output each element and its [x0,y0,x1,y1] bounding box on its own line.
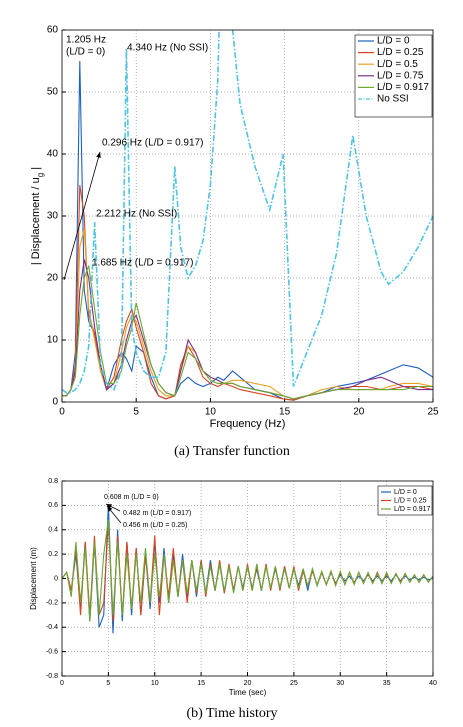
y-axis-label-part: g [36,173,45,177]
x-tick-label: 10 [151,680,159,687]
legend-label: L/D = 0.25 [377,47,424,58]
annotation-arrow [63,151,101,281]
y-tick-label: 0.2 [48,551,58,558]
y-tick-label: -0.2 [46,600,58,607]
legend-label: L/D = 0 [394,489,417,496]
x-axis-label: Time (sec) [229,688,267,697]
y-tick-label: 0.6 [48,502,58,509]
x-tick-label: 20 [353,407,365,418]
axes-frame [61,480,434,677]
annotation: 1.685 Hz (L/D = 0.917) [92,258,193,269]
axes-frame [61,29,434,403]
annotation: 0.456 m (L/D = 0.25) [123,522,187,529]
x-tick-label: 5 [133,407,139,418]
y-tick-label: 0.8 [48,478,58,485]
y-tick-label: 0 [54,575,58,582]
y-tick-label: 20 [47,273,59,284]
series-line [62,30,433,394]
x-axis-label: Frequency (Hz) [210,418,286,430]
y-tick-label: -0.4 [46,624,58,631]
legend-label: L/D = 0.917 [377,82,429,93]
annotation: 1.205 Hz [66,35,106,46]
y-tick-label: 10 [47,335,59,346]
x-tick-label: 5 [106,680,110,687]
y-axis-label-part: | Displacement / u [30,177,42,265]
y-tick-label: 50 [47,87,59,98]
y-axis-label: Displacement (m) [29,547,38,610]
legend-label: L/D = 0 [377,36,410,47]
y-axis-label: | Displacement / ug | [30,167,45,265]
annotation: (L/D = 0) [66,47,105,58]
series-line [62,519,433,622]
y-tick-label: 30 [47,211,59,222]
y-tick-label: -0.6 [46,648,58,655]
x-tick-label: 20 [244,680,252,687]
x-tick-label: 25 [290,680,298,687]
annotation: 4.340 Hz (No SSI) [127,43,208,54]
legend-label: L/D = 0.917 [394,506,430,513]
annotation: 2.212 Hz (No SSI) [96,209,177,220]
legend-label: No SSI [377,94,409,105]
x-tick-label: 35 [383,680,391,687]
plot-lines [62,30,433,401]
legend-label: L/D = 0.25 [394,497,427,504]
annotation: 0.482 m (L/D = 0.917) [123,510,191,517]
annotation-arrow [106,505,122,524]
x-tick-label: 15 [279,407,291,418]
y-tick-label: 60 [47,25,59,36]
caption: (a) Transfer function [174,444,290,459]
x-tick-label: 0 [60,680,64,687]
y-tick-label: 0 [52,397,58,408]
caption: (b) Time history [186,706,277,721]
series-line [62,522,433,622]
series-line [62,228,433,400]
legend-label: L/D = 0.75 [377,70,424,81]
x-tick-label: 40 [429,680,437,687]
annotation: 0.608 m (L/D = 0) [104,494,159,501]
x-tick-label: 15 [197,680,205,687]
plot-lines [62,504,433,634]
x-tick-label: 0 [59,407,65,418]
annotation-arrow [105,503,121,512]
y-tick-label: 40 [47,149,59,160]
x-tick-label: 25 [427,407,439,418]
x-tick-label: 10 [205,407,217,418]
y-tick-label: 0.4 [48,527,58,534]
series-line [62,265,433,400]
y-axis-label-part: | [30,167,42,173]
x-tick-label: 30 [336,680,344,687]
y-tick-label: -0.8 [46,673,58,680]
legend-label: L/D = 0.5 [377,59,418,70]
annotation: 0.296 Hz (L/D = 0.917) [102,138,203,149]
